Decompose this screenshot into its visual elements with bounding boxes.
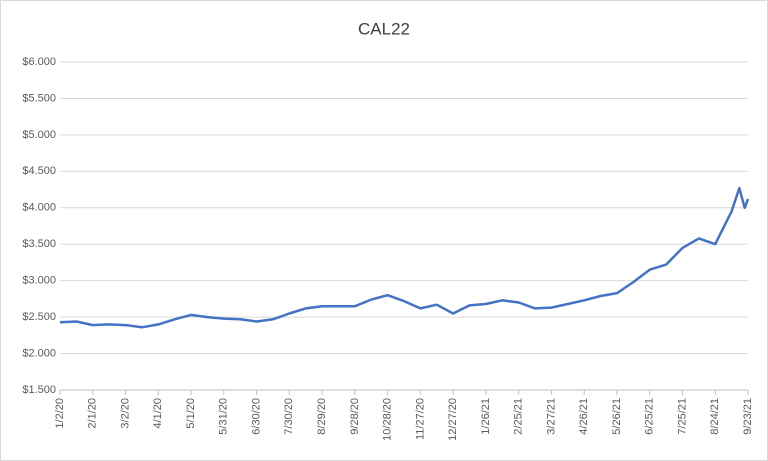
x-tick-label: 6/25/21	[644, 398, 656, 435]
x-tick-label: 1/26/21	[480, 398, 492, 435]
x-tick-label: 12/27/20	[447, 398, 459, 441]
y-tick-label: $3.500	[22, 238, 56, 250]
y-tick-label: $5.000	[22, 129, 56, 141]
x-tick-label: 9/28/20	[349, 398, 361, 435]
x-tick-label: 5/26/21	[611, 398, 623, 435]
x-tick-label: 1/2/20	[54, 398, 66, 429]
x-tick-label: 5/31/20	[218, 398, 230, 435]
x-tick-label: 8/24/21	[709, 398, 721, 435]
chart-title: CAL22	[358, 19, 410, 38]
x-tick-label: 7/25/21	[676, 398, 688, 435]
x-tick-label: 9/23/21	[742, 398, 754, 435]
x-tick-label: 4/1/20	[152, 398, 164, 429]
x-tick-label: 3/2/20	[119, 398, 131, 429]
x-tick-label: 3/27/21	[545, 398, 557, 435]
y-tick-label: $4.000	[22, 202, 56, 214]
x-tick-label: 8/29/20	[316, 398, 328, 435]
y-tick-label: $3.000	[22, 275, 56, 287]
y-tick-label: $5.500	[22, 92, 56, 104]
x-tick-label: 11/27/20	[414, 398, 426, 440]
x-tick-label: 2/1/20	[87, 398, 99, 429]
x-tick-label: 7/30/20	[283, 398, 295, 435]
y-tick-label: $1.500	[22, 384, 56, 396]
y-tick-label: $4.500	[22, 165, 56, 177]
x-tick-label: 5/1/20	[185, 398, 197, 429]
y-tick-label: $6.000	[22, 56, 56, 68]
series-line	[59, 186, 750, 329]
x-tick-label: 10/28/20	[382, 398, 394, 441]
x-tick-label: 2/25/21	[513, 398, 525, 435]
y-tick-label: $2.500	[22, 311, 56, 323]
y-tick-label: $2.000	[22, 347, 56, 359]
x-tick-label: 4/26/21	[578, 398, 590, 435]
x-tick-label: 6/30/20	[250, 398, 262, 435]
